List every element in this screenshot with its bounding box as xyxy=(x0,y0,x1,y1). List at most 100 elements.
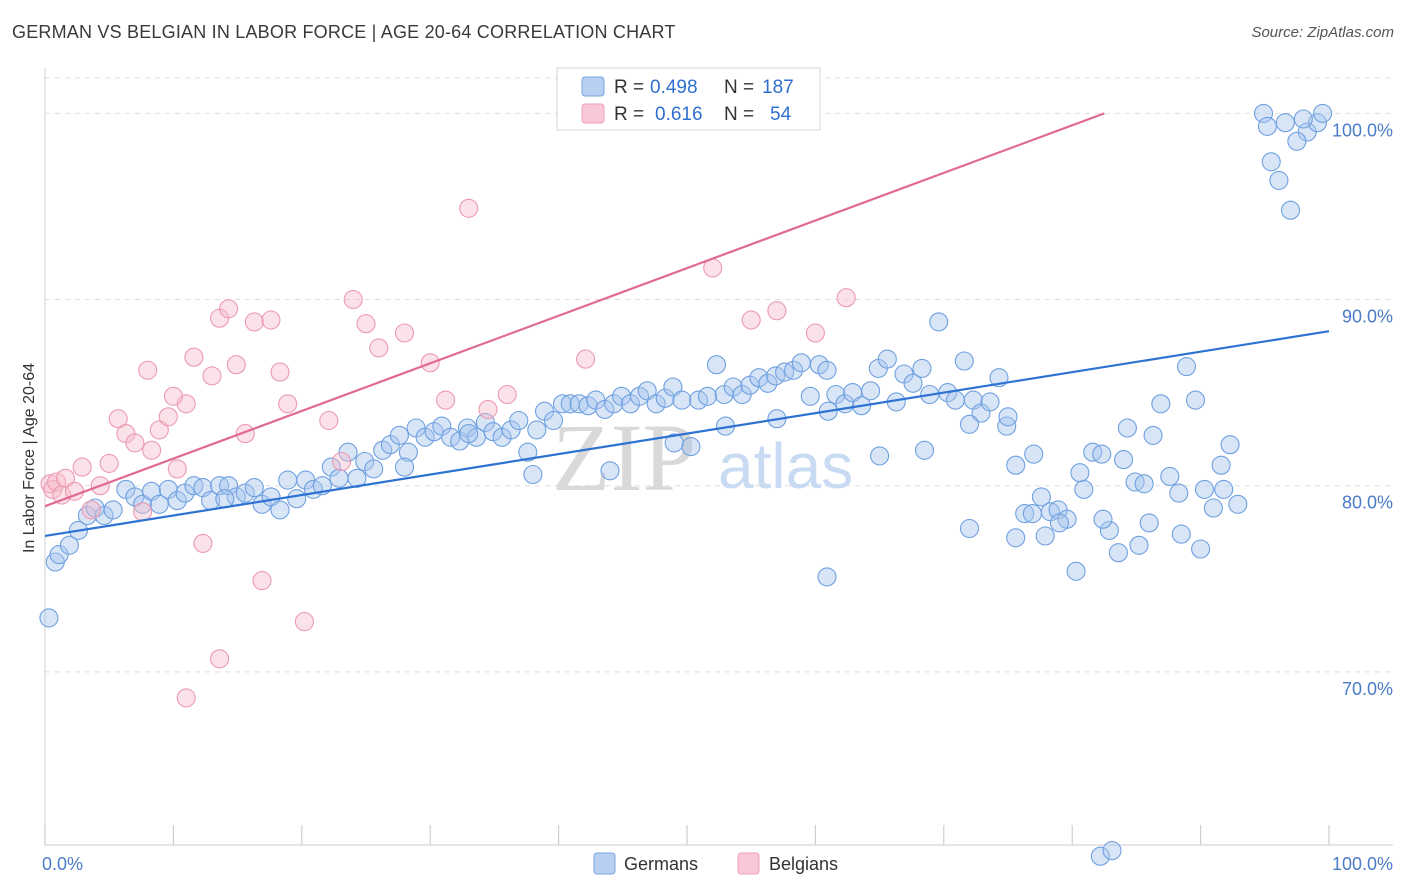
german-r-value: 0.498 xyxy=(650,77,698,98)
belgian-point-42 xyxy=(497,384,517,405)
german-point-137 xyxy=(1211,455,1231,475)
german-point-128 xyxy=(1134,474,1154,494)
belgian-point-43 xyxy=(576,349,596,369)
german-point-163 xyxy=(1139,513,1159,533)
series-legend: Germans Belgians xyxy=(593,852,838,875)
german-point-135 xyxy=(1194,479,1215,499)
german-point-125 xyxy=(1108,543,1128,563)
belgian-point-40 xyxy=(459,198,479,218)
german-point-141 xyxy=(394,457,415,477)
german-point-44 xyxy=(415,427,435,447)
german-point-65 xyxy=(595,399,615,419)
belgian-point-17 xyxy=(167,459,187,479)
german-point-144 xyxy=(600,461,620,481)
german-point-156 xyxy=(1006,528,1026,548)
y-axis-tick-labels: 70.0% 80.0% 90.0% 100.0% xyxy=(1332,120,1393,698)
german-point-59 xyxy=(543,410,564,431)
german-point-13 xyxy=(149,494,169,514)
german-point-138 xyxy=(1220,435,1240,455)
belgian-point-4 xyxy=(55,468,76,488)
german-point-124 xyxy=(1099,520,1119,540)
german-point-28 xyxy=(278,470,298,490)
german-point-102 xyxy=(912,358,932,378)
german-point-176 xyxy=(1257,116,1277,136)
german-point-145 xyxy=(664,433,684,453)
belgian-point-39 xyxy=(436,390,456,410)
stats-legend: R = 0.498 N = 187 R = 0.616 N = 54 xyxy=(556,67,821,131)
belgian-point-12 xyxy=(125,433,145,453)
belgian-point-9 xyxy=(99,453,119,473)
german-point-142 xyxy=(459,424,479,444)
german-point-131 xyxy=(1160,466,1180,486)
german-point-172 xyxy=(1280,200,1301,220)
german-point-98 xyxy=(877,349,897,369)
german-point-134 xyxy=(1185,390,1206,410)
german-point-87 xyxy=(784,360,804,380)
german-point-113 xyxy=(1006,455,1026,475)
chart-title: GERMAN VS BELGIAN IN LABOR FORCE | AGE 2… xyxy=(12,22,676,42)
german-point-15 xyxy=(167,491,187,511)
german-point-41 xyxy=(389,425,409,445)
german-point-171 xyxy=(1269,170,1289,190)
belgian-legend-swatch xyxy=(581,103,605,124)
german-point-0 xyxy=(39,608,59,628)
german-point-121 xyxy=(1074,479,1094,499)
belgian-point-53 xyxy=(176,688,196,708)
german-point-104 xyxy=(929,312,949,332)
german-point-168 xyxy=(1102,841,1122,861)
belgian-point-46 xyxy=(741,310,761,330)
belgians-legend-swatch xyxy=(737,852,760,875)
german-point-35 xyxy=(338,442,358,462)
german-point-42 xyxy=(398,442,418,462)
belgian-point-41 xyxy=(478,399,498,419)
german-point-77 xyxy=(697,386,718,406)
german-point-114 xyxy=(1015,504,1035,524)
german-point-120 xyxy=(1066,561,1086,581)
belgian-point-16 xyxy=(158,407,178,427)
german-point-149 xyxy=(870,446,890,466)
german-point-133 xyxy=(1176,357,1197,377)
german-point-139 xyxy=(1228,494,1248,514)
german-point-89 xyxy=(800,386,820,406)
german-point-164 xyxy=(1171,524,1191,544)
belgian-point-51 xyxy=(163,386,183,406)
belgian-point-47 xyxy=(767,301,787,321)
german-point-70 xyxy=(637,381,657,401)
german-point-11 xyxy=(133,494,153,514)
belgian-point-28 xyxy=(261,310,281,330)
german-point-23 xyxy=(235,483,255,503)
german-point-161 xyxy=(1093,509,1113,529)
german-point-178 xyxy=(1287,131,1307,151)
german-point-29 xyxy=(287,489,307,509)
german-n-label: N = xyxy=(724,77,754,98)
belgian-trend-line xyxy=(44,112,1105,508)
german-point-88 xyxy=(791,353,811,373)
belgian-point-33 xyxy=(332,451,352,472)
x-tick-label-min: 0.0% xyxy=(42,854,83,874)
belgian-point-50 xyxy=(138,360,158,380)
belgian-point-32 xyxy=(319,410,339,431)
german-point-27 xyxy=(270,500,290,520)
belgian-point-7 xyxy=(81,500,101,520)
german-point-155 xyxy=(959,518,980,539)
german-point-101 xyxy=(903,373,923,393)
belgian-n-value: 54 xyxy=(770,104,792,125)
belgian-point-10 xyxy=(108,409,128,429)
german-point-38 xyxy=(364,459,384,479)
german-point-179 xyxy=(1293,109,1313,129)
german-point-151 xyxy=(959,414,980,434)
german-point-154 xyxy=(817,567,837,587)
german-point-84 xyxy=(758,373,778,393)
german-point-162 xyxy=(1114,450,1134,470)
german-point-115 xyxy=(1022,504,1042,524)
belgian-point-34 xyxy=(343,289,363,310)
y-tick-label-70: 70.0% xyxy=(1342,679,1393,699)
german-point-177 xyxy=(1275,113,1295,133)
belgian-point-21 xyxy=(202,366,222,386)
german-point-143 xyxy=(523,464,543,485)
belgian-point-31 xyxy=(294,612,314,632)
belgian-point-14 xyxy=(142,440,162,460)
belgian-point-29 xyxy=(270,362,290,382)
german-point-3 xyxy=(59,535,79,555)
german-point-83 xyxy=(749,368,769,388)
